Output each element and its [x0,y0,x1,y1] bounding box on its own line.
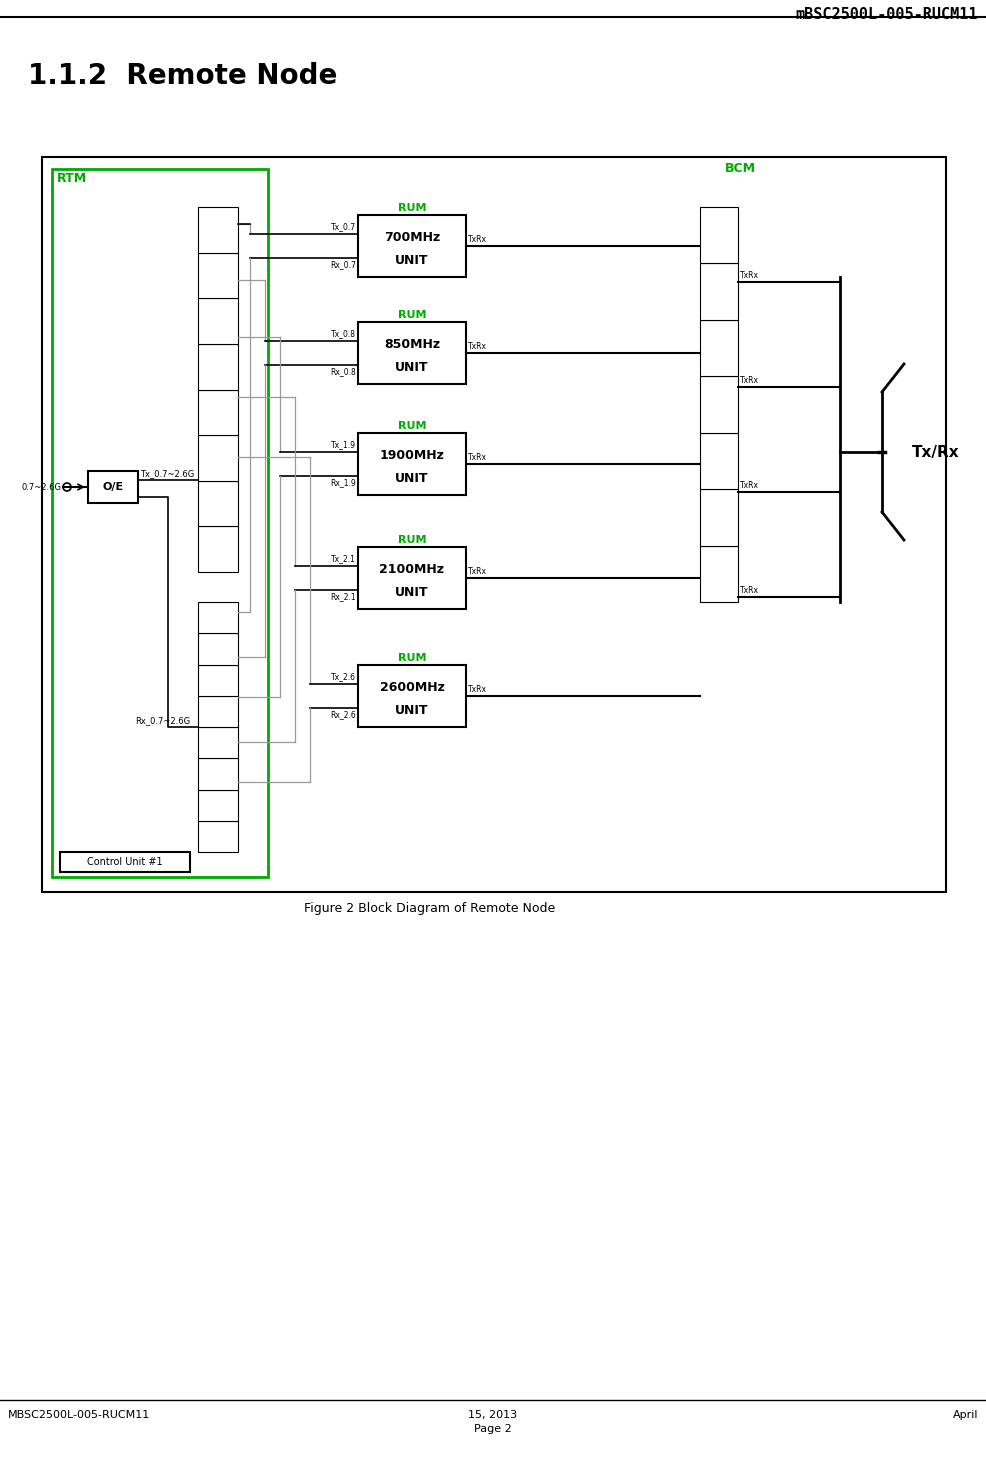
Bar [198,758,238,789]
Bar [358,433,466,495]
Bar [42,158,946,892]
Text: Tx_0.8: Tx_0.8 [331,330,356,339]
Text: Tx_0.7: Tx_0.7 [331,222,356,231]
Bar [198,253,238,299]
Text: O/E: O/E [103,481,123,492]
Bar [198,633,238,664]
Bar [198,696,238,727]
Bar [198,664,238,696]
Text: TxRx: TxRx [468,567,487,576]
Text: TxRx: TxRx [468,453,487,462]
Bar [198,727,238,758]
Bar [198,602,238,633]
Text: mBSC2500L-005-RUCM11: mBSC2500L-005-RUCM11 [796,7,978,22]
Bar [198,821,238,852]
Text: TxRx: TxRx [740,271,759,280]
Text: UNIT: UNIT [395,471,429,484]
Bar [198,390,238,436]
Bar [358,548,466,609]
Text: 1.1.2  Remote Node: 1.1.2 Remote Node [28,62,337,90]
Text: UNIT: UNIT [395,704,429,717]
Text: RUM: RUM [397,311,426,319]
Bar [358,215,466,277]
Bar [198,208,238,253]
Text: Tx/Rx: Tx/Rx [912,445,959,459]
Text: Rx_0.7: Rx_0.7 [330,261,356,269]
Text: Rx_0.8: Rx_0.8 [330,368,356,377]
Text: 2600MHz: 2600MHz [380,682,445,695]
Bar [700,433,738,489]
Text: 0.7~2.6G: 0.7~2.6G [21,483,61,492]
Text: Tx_2.1: Tx_2.1 [331,555,356,564]
Bar [198,481,238,527]
Text: Control Unit #1: Control Unit #1 [87,857,163,867]
Text: 15, 2013: 15, 2013 [468,1410,518,1420]
Bar [358,665,466,727]
Text: RUM: RUM [397,654,426,662]
Bar [52,169,268,877]
Bar [358,322,466,384]
Text: TxRx: TxRx [740,481,759,490]
Text: TxRx: TxRx [468,236,487,244]
Text: UNIT: UNIT [395,361,429,374]
Text: Rx_0.7~2.6G: Rx_0.7~2.6G [135,715,190,726]
Text: TxRx: TxRx [740,586,759,595]
Bar [60,852,190,871]
Text: MBSC2500L-005-RUCM11: MBSC2500L-005-RUCM11 [8,1410,150,1420]
Text: 850MHz: 850MHz [384,339,440,352]
Text: RUM: RUM [397,203,426,213]
Text: TxRx: TxRx [468,342,487,350]
Text: UNIT: UNIT [395,253,429,266]
Text: 1900MHz: 1900MHz [380,449,445,462]
Bar [700,319,738,377]
Text: UNIT: UNIT [395,586,429,599]
Bar [88,471,138,503]
Text: RTM: RTM [57,172,87,185]
Bar [700,263,738,319]
Bar [700,377,738,433]
Text: Tx_1.9: Tx_1.9 [331,440,356,449]
Bar [198,436,238,481]
Bar [700,546,738,602]
Text: TxRx: TxRx [740,375,759,386]
Text: Rx_1.9: Rx_1.9 [330,478,356,487]
Text: 2100MHz: 2100MHz [380,564,445,577]
Bar [700,489,738,546]
Text: Page 2: Page 2 [474,1423,512,1434]
Bar [198,344,238,390]
Bar [198,789,238,821]
Text: Figure 2 Block Diagram of Remote Node: Figure 2 Block Diagram of Remote Node [305,902,556,916]
Text: 700MHz: 700MHz [384,231,440,244]
Text: Tx_2.6: Tx_2.6 [331,673,356,682]
Text: RUM: RUM [397,421,426,431]
Bar [198,299,238,344]
Text: Rx_2.6: Rx_2.6 [330,711,356,720]
Text: Tx_0.7~2.6G: Tx_0.7~2.6G [140,470,194,478]
Bar [700,208,738,263]
Text: TxRx: TxRx [468,684,487,693]
Text: RUM: RUM [397,534,426,545]
Text: BCM: BCM [725,162,755,175]
Text: April: April [952,1410,978,1420]
Bar [198,527,238,573]
Text: Rx_2.1: Rx_2.1 [330,592,356,602]
